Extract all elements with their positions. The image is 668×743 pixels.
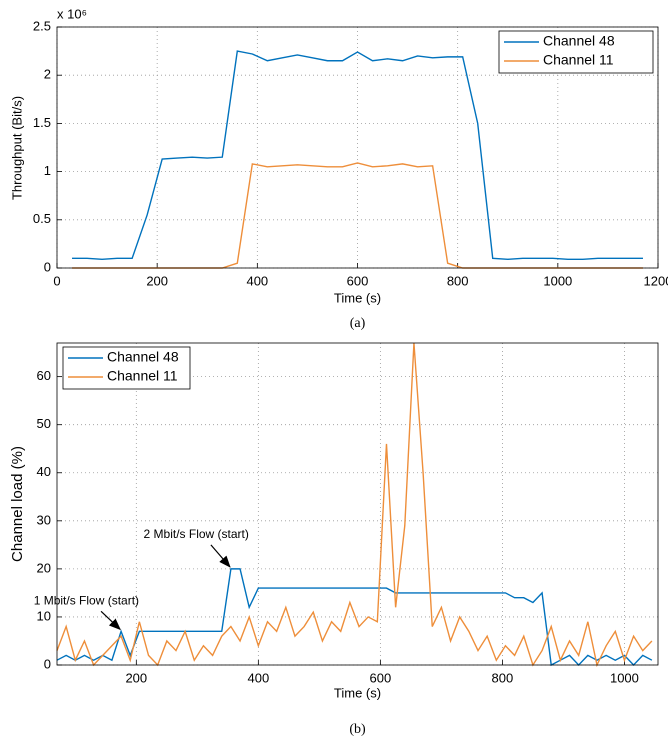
legend-label: Channel 48: [543, 33, 615, 49]
y-tick-label: 0.5: [33, 211, 51, 226]
y-axis-label: Throughput (Bit/s): [9, 96, 24, 200]
annotation: 2 Mbit/s Flow (start): [144, 527, 249, 541]
data-line: [72, 50, 643, 261]
y-tick-label: 20: [37, 560, 51, 575]
y-tick-label: 2: [44, 67, 51, 82]
annotation-arrow: [210, 544, 231, 568]
caption: (b): [349, 722, 366, 737]
y-tick-label: 0: [44, 656, 51, 671]
caption: (a): [350, 316, 366, 331]
legend-box: [498, 30, 654, 74]
plot-frame: [56, 342, 659, 666]
annotation: 1 Mbit/s Flow (start): [34, 594, 139, 608]
x-axis-label: Time (s): [334, 685, 381, 700]
y-exponent: x 10⁶: [57, 6, 87, 21]
x-tick-label: 1000: [610, 670, 639, 685]
y-tick-label: 1.5: [33, 115, 51, 130]
y-tick-label: 1: [44, 163, 51, 178]
y-tick-label: 2.5: [33, 18, 51, 33]
y-tick-label: 30: [37, 512, 51, 527]
legend-label: Channel 48: [107, 349, 179, 365]
x-tick-label: 200: [146, 273, 168, 288]
x-tick-label: 0: [53, 273, 60, 288]
y-tick-label: 0: [44, 259, 51, 274]
y-tick-label: 10: [37, 608, 51, 623]
annotation-arrow: [100, 610, 121, 631]
x-tick-label: 600: [370, 670, 392, 685]
x-tick-label: 400: [246, 273, 268, 288]
y-tick-label: 40: [37, 464, 51, 479]
legend-label: Channel 11: [107, 368, 178, 384]
x-tick-label: 400: [247, 670, 269, 685]
x-axis-label: Time (s): [334, 290, 381, 305]
x-tick-label: 600: [347, 273, 369, 288]
x-tick-label: 800: [447, 273, 469, 288]
x-tick-label: 800: [492, 670, 514, 685]
x-tick-label: 1000: [543, 273, 572, 288]
plot-frame: [56, 26, 659, 269]
data-line: [56, 342, 653, 668]
plot-area: [57, 343, 658, 665]
y-tick-label: 50: [37, 416, 51, 431]
y-tick-label: 60: [37, 368, 51, 383]
data-line: [56, 568, 653, 667]
y-axis-label: Channel load (%): [9, 446, 26, 562]
legend-label: Channel 11: [543, 52, 614, 68]
x-tick-label: 200: [125, 670, 147, 685]
legend-box: [62, 346, 191, 390]
